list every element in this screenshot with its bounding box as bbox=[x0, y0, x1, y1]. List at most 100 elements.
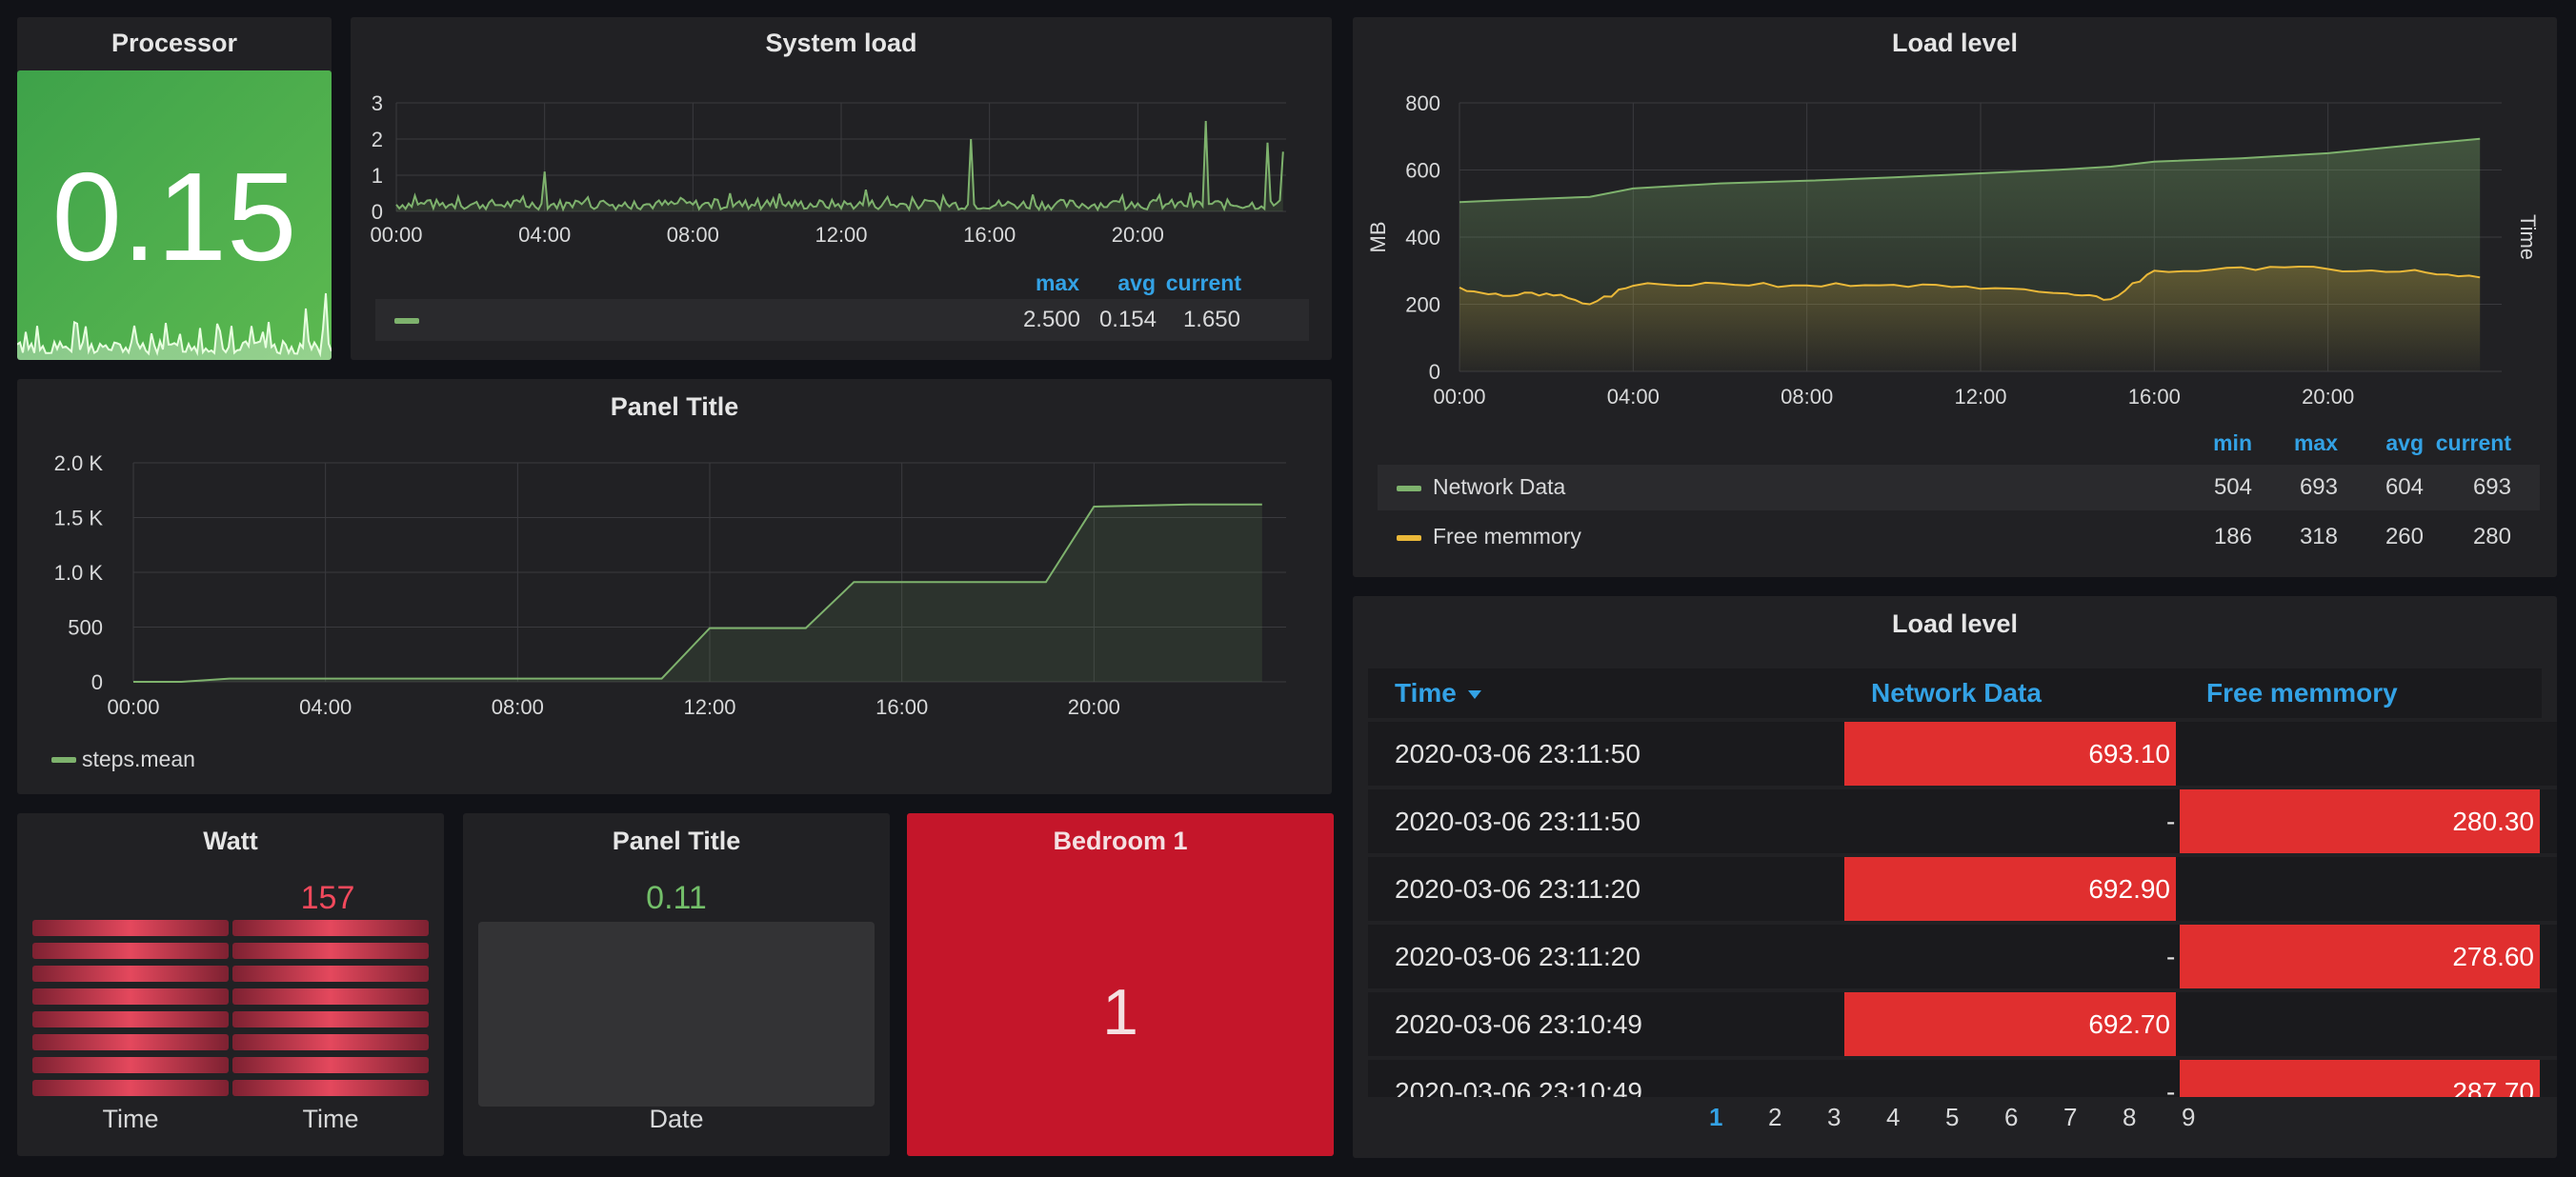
page-6[interactable]: 6 bbox=[2004, 1103, 2019, 1131]
table-row[interactable]: 2020-03-06 23:10:49 - 287.70 bbox=[1368, 1060, 2557, 1097]
y-tick-label: 3 bbox=[372, 91, 383, 115]
legend-header-avg: avg bbox=[1117, 270, 1156, 295]
legend-header-avg: avg bbox=[2385, 430, 2424, 455]
x-tick-label: 08:00 bbox=[667, 223, 719, 247]
y-tick-label: 2 bbox=[372, 128, 383, 151]
system-load-area bbox=[396, 121, 1283, 211]
x-tick-label: 20:00 bbox=[1112, 223, 1164, 247]
page-7[interactable]: 7 bbox=[2063, 1103, 2078, 1131]
series-area bbox=[1459, 267, 2481, 371]
column-header-free[interactable]: Free memmory bbox=[2206, 678, 2398, 708]
x-tick-label: 04:00 bbox=[518, 223, 571, 247]
panel-title: Load level bbox=[1891, 29, 2019, 57]
y-tick-label: 500 bbox=[68, 616, 103, 640]
watt-bar-cell bbox=[232, 920, 429, 936]
x-tick-label: 12:00 bbox=[683, 695, 735, 719]
bedroom-value: 1 bbox=[1102, 976, 1138, 1048]
processor-panel[interactable]: Processor 0.15 bbox=[17, 17, 332, 360]
legend-swatch bbox=[1397, 486, 1421, 491]
legend-row-free[interactable]: Free memmory 186 318 260 280 bbox=[1378, 514, 2540, 560]
x-tick-label: 12:00 bbox=[1954, 385, 2006, 409]
cell-time: 2020-03-06 23:10:49 bbox=[1395, 1077, 1642, 1097]
series-line bbox=[1459, 137, 2481, 204]
legend-row-network[interactable]: Network Data 504 693 604 693 bbox=[1378, 465, 2540, 510]
panel-title: Bedroom 1 bbox=[1053, 827, 1188, 855]
legend-row[interactable]: 2.500 0.154 1.650 bbox=[375, 299, 1309, 341]
page-2[interactable]: 2 bbox=[1768, 1103, 1782, 1131]
cell-network: - bbox=[2166, 942, 2176, 971]
page-8[interactable]: 8 bbox=[2123, 1103, 2137, 1131]
pagination: 1 2 3 4 5 6 7 8 9 bbox=[1353, 596, 2557, 1158]
watt-bar-cell bbox=[232, 943, 429, 959]
table-header: Time Network Data Free memmory bbox=[1368, 668, 2542, 718]
legend-header-current: current bbox=[1165, 270, 1241, 295]
column-header-time[interactable]: Time bbox=[1395, 678, 1481, 708]
page-5[interactable]: 5 bbox=[1945, 1103, 1960, 1131]
y-tick-label: 1.0 K bbox=[54, 561, 104, 585]
page-4[interactable]: 4 bbox=[1886, 1103, 1901, 1131]
page-3[interactable]: 3 bbox=[1827, 1103, 1841, 1131]
legend-max: 318 bbox=[2299, 524, 2338, 549]
cell-network: - bbox=[2166, 807, 2176, 836]
table-row[interactable]: 2020-03-06 23:10:49 692.70 - bbox=[1368, 992, 2557, 1056]
legend-current: 693 bbox=[2472, 474, 2511, 500]
x-tick-label: 12:00 bbox=[815, 223, 867, 247]
x-tick-label: 00:00 bbox=[107, 695, 159, 719]
sort-down-icon bbox=[1467, 690, 1481, 700]
panel-title: Watt bbox=[203, 827, 258, 855]
watt-bar-cell bbox=[32, 1080, 229, 1096]
page-1[interactable]: 1 bbox=[1709, 1103, 1723, 1131]
steps-chart: 0 500 1.0 K 1.5 K 2.0 K 00:00 04:00 08:00 12:00 1… bbox=[54, 451, 1286, 719]
legend-header-max: max bbox=[2293, 430, 2338, 455]
series-line bbox=[1459, 265, 2481, 306]
cell-network: 692.90 bbox=[1844, 857, 2176, 921]
legend-name: Network Data bbox=[1433, 474, 1566, 499]
table-row[interactable]: 2020-03-06 23:11:20 692.90 - bbox=[1368, 857, 2557, 921]
cell-time: 2020-03-06 23:10:49 bbox=[1395, 1009, 1642, 1039]
date-panel[interactable]: Panel Title 0.11 Date bbox=[463, 813, 890, 1156]
steps-panel[interactable]: Panel Title 0 500 1.0 K 1.5 K 2.0 K 00:00 04:0… bbox=[17, 379, 1332, 794]
y-tick-label: 200 bbox=[1405, 293, 1440, 317]
y-tick-label: 0 bbox=[1429, 360, 1440, 384]
x-tick-label: 08:00 bbox=[492, 695, 544, 719]
legend-swatch bbox=[1397, 535, 1421, 541]
cell-time: 2020-03-06 23:11:20 bbox=[1395, 942, 1640, 971]
cell-network: 692.70 bbox=[1844, 992, 2176, 1056]
panel-title: Load level bbox=[1891, 609, 2019, 638]
watt-bar-cell bbox=[232, 1011, 429, 1027]
load-level-table-panel[interactable]: Load level Time Network Data Free memmor… bbox=[1353, 596, 2557, 1158]
processor-sparkline-line bbox=[17, 292, 332, 358]
system-load-chart: 0 1 2 3 00:00 04:00 08:00 12:00 16:00 20:00 bbox=[370, 91, 1286, 247]
page-9[interactable]: 9 bbox=[2182, 1103, 2196, 1131]
x-tick-label: 04:00 bbox=[299, 695, 352, 719]
panel-title: System load bbox=[765, 29, 917, 57]
steps-area bbox=[133, 504, 1262, 682]
column-header-time-label: Time bbox=[1395, 678, 1457, 708]
watt-bar-cell bbox=[32, 920, 229, 936]
y-tick-label: 1.5 K bbox=[54, 507, 104, 530]
bedroom-panel[interactable]: Bedroom 1 1 bbox=[907, 813, 1334, 1156]
legend-min: 504 bbox=[2213, 474, 2252, 500]
table-row[interactable]: 2020-03-06 23:11:20 - 278.60 bbox=[1368, 925, 2557, 988]
table-body: 2020-03-06 23:11:50 693.10 - 2020-03-06 … bbox=[1353, 722, 2557, 1097]
y-tick-label: 1 bbox=[372, 164, 383, 188]
system-load-line bbox=[395, 120, 1284, 212]
x-tick-label: 00:00 bbox=[1433, 385, 1485, 409]
system-load-panel[interactable]: System load 0 1 2 3 00:00 04:00 08:00 12:00 16:0… bbox=[351, 17, 1332, 360]
table-row[interactable]: 2020-03-06 23:11:50 - 280.30 bbox=[1368, 789, 2557, 853]
watt-bar-cell bbox=[32, 988, 229, 1005]
cell-free: 287.70 bbox=[2180, 1060, 2540, 1097]
x-tick-label: 16:00 bbox=[2128, 385, 2181, 409]
watt-bar-cell bbox=[32, 1011, 229, 1027]
load-level-chart: 0 200 400 600 800 00:00 04:00 08:00 12:00 16:00 20… bbox=[1366, 91, 2540, 409]
x-tick-label: 04:00 bbox=[1607, 385, 1660, 409]
table-row[interactable]: 2020-03-06 23:11:50 693.10 - bbox=[1368, 722, 2557, 786]
watt-panel[interactable]: Watt 157 Time Time bbox=[17, 813, 444, 1156]
column-header-network[interactable]: Network Data bbox=[1871, 678, 2042, 708]
load-level-graph-panel[interactable]: Load level 0 200 400 600 800 00:00 04:00 08:00 1… bbox=[1353, 17, 2557, 577]
legend-avg: 604 bbox=[2385, 474, 2424, 500]
legend-min: 186 bbox=[2213, 524, 2252, 549]
x-tick-label: 08:00 bbox=[1781, 385, 1833, 409]
watt-bar-cell bbox=[32, 966, 229, 982]
processor-stat-background: 0.15 bbox=[17, 70, 332, 360]
